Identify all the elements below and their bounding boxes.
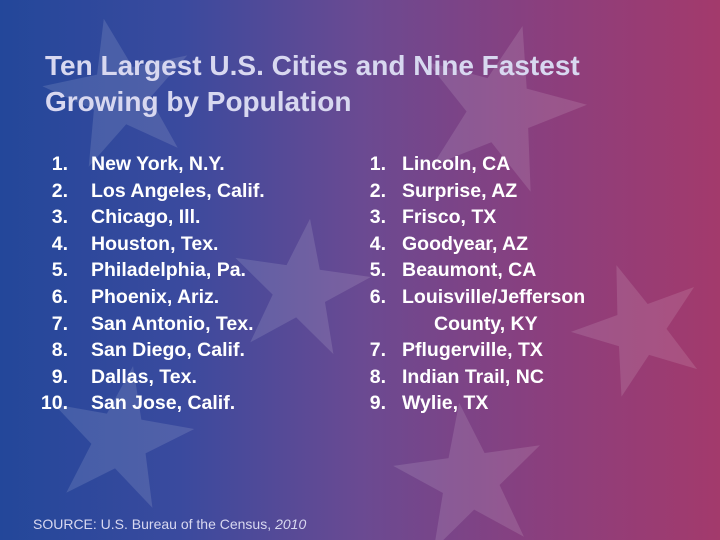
item-number: 2. (51, 179, 68, 202)
fastest-growing-list: 1. Lincoln, CA 2. Surprise, AZ 3. Frisco, T… (348, 151, 585, 417)
list-item-continuation: County, KY (348, 311, 585, 338)
item-number: 6. (51, 285, 68, 308)
city-name: Louisville/Jefferson (402, 285, 586, 308)
item-number: 4. (369, 232, 386, 255)
city-name: San Antonio, Tex. (91, 312, 254, 335)
city-name: Wylie, TX (402, 392, 489, 415)
city-name: Indian Trail, NC (402, 365, 544, 388)
item-number: 3. (369, 206, 386, 229)
item-number: 2. (369, 179, 386, 202)
city-name: Goodyear, AZ (402, 232, 529, 255)
item-number: 5. (369, 259, 386, 282)
list-item: 7. Pflugerville, TX (348, 337, 585, 364)
item-number: 9. (51, 365, 68, 388)
item-number: 10. (40, 392, 68, 415)
list-item: 5. Philadelphia, Pa. (30, 257, 265, 284)
item-number: 7. (51, 312, 68, 335)
list-item: 2. Los Angeles, Calif. (30, 178, 265, 205)
star-decoration (570, 265, 698, 397)
list-item: 3. Chicago, Ill. (30, 204, 265, 231)
city-name: Beaumont, CA (402, 259, 537, 282)
star-decoration (53, 366, 195, 508)
star-decoration (235, 218, 371, 355)
item-number: 8. (51, 339, 68, 362)
star-decoration (42, 18, 188, 167)
city-name: Phoenix, Ariz. (91, 285, 220, 308)
city-name: Houston, Tex. (91, 232, 219, 255)
city-name: Pflugerville, TX (402, 339, 543, 362)
item-number: 5. (51, 259, 68, 282)
list-item: 1. Lincoln, CA (348, 151, 585, 178)
city-name: Philadelphia, Pa. (91, 259, 246, 282)
city-name: San Diego, Calif. (91, 339, 245, 362)
star-decoration (393, 402, 540, 540)
source-label: SOURCE: U.S. Bureau of the Census, (33, 516, 272, 532)
list-item: 10. San Jose, Calif. (30, 390, 265, 417)
title-line-2: Growing by Population (45, 86, 352, 117)
item-number: 7. (369, 339, 386, 362)
item-number: 3. (51, 206, 68, 229)
slide-title: Ten Largest U.S. Cities and Nine Fastest… (45, 48, 695, 120)
list-item: 8. Indian Trail, NC (348, 364, 585, 391)
city-name: Frisco, TX (402, 206, 497, 229)
list-item: 3. Frisco, TX (348, 204, 585, 231)
title-line-1: Ten Largest U.S. Cities and Nine Fastest (45, 50, 580, 81)
list-item: 9. Wylie, TX (348, 390, 585, 417)
city-name-continuation: County, KY (434, 312, 538, 335)
list-item: 1. New York, N.Y. (30, 151, 265, 178)
item-number: 9. (369, 392, 386, 415)
list-item: 9. Dallas, Tex. (30, 364, 265, 391)
city-name: San Jose, Calif. (91, 392, 236, 415)
largest-cities-list: 1. New York, N.Y. 2. Los Angeles, Calif. 3… (30, 151, 265, 417)
star-decoration (427, 25, 587, 192)
list-item: 7. San Antonio, Tex. (30, 311, 265, 338)
item-number: 1. (51, 153, 68, 175)
item-number: 1. (369, 153, 386, 175)
source-citation: SOURCE: U.S. Bureau of the Census, 2010 (33, 515, 306, 533)
list-item: 6. Louisville/Jefferson (348, 284, 585, 311)
city-name: New York, N.Y. (91, 153, 225, 175)
source-year: 2010 (275, 516, 307, 532)
list-item: 8. San Diego, Calif. (30, 337, 265, 364)
list-item: 5. Beaumont, CA (348, 257, 585, 284)
list-item: 6. Phoenix, Ariz. (30, 284, 265, 311)
city-name: Chicago, Ill. (91, 206, 201, 229)
city-name: Dallas, Tex. (91, 365, 197, 388)
item-number: 4. (51, 232, 68, 255)
item-number: 6. (369, 285, 386, 308)
city-name: Los Angeles, Calif. (91, 179, 265, 202)
city-name: Surprise, AZ (402, 179, 518, 202)
item-number: 8. (369, 365, 386, 388)
list-item: 2. Surprise, AZ (348, 178, 585, 205)
list-item: 4. Houston, Tex. (30, 231, 265, 258)
list-item: 4. Goodyear, AZ (348, 231, 585, 258)
city-name: Lincoln, CA (402, 153, 511, 175)
